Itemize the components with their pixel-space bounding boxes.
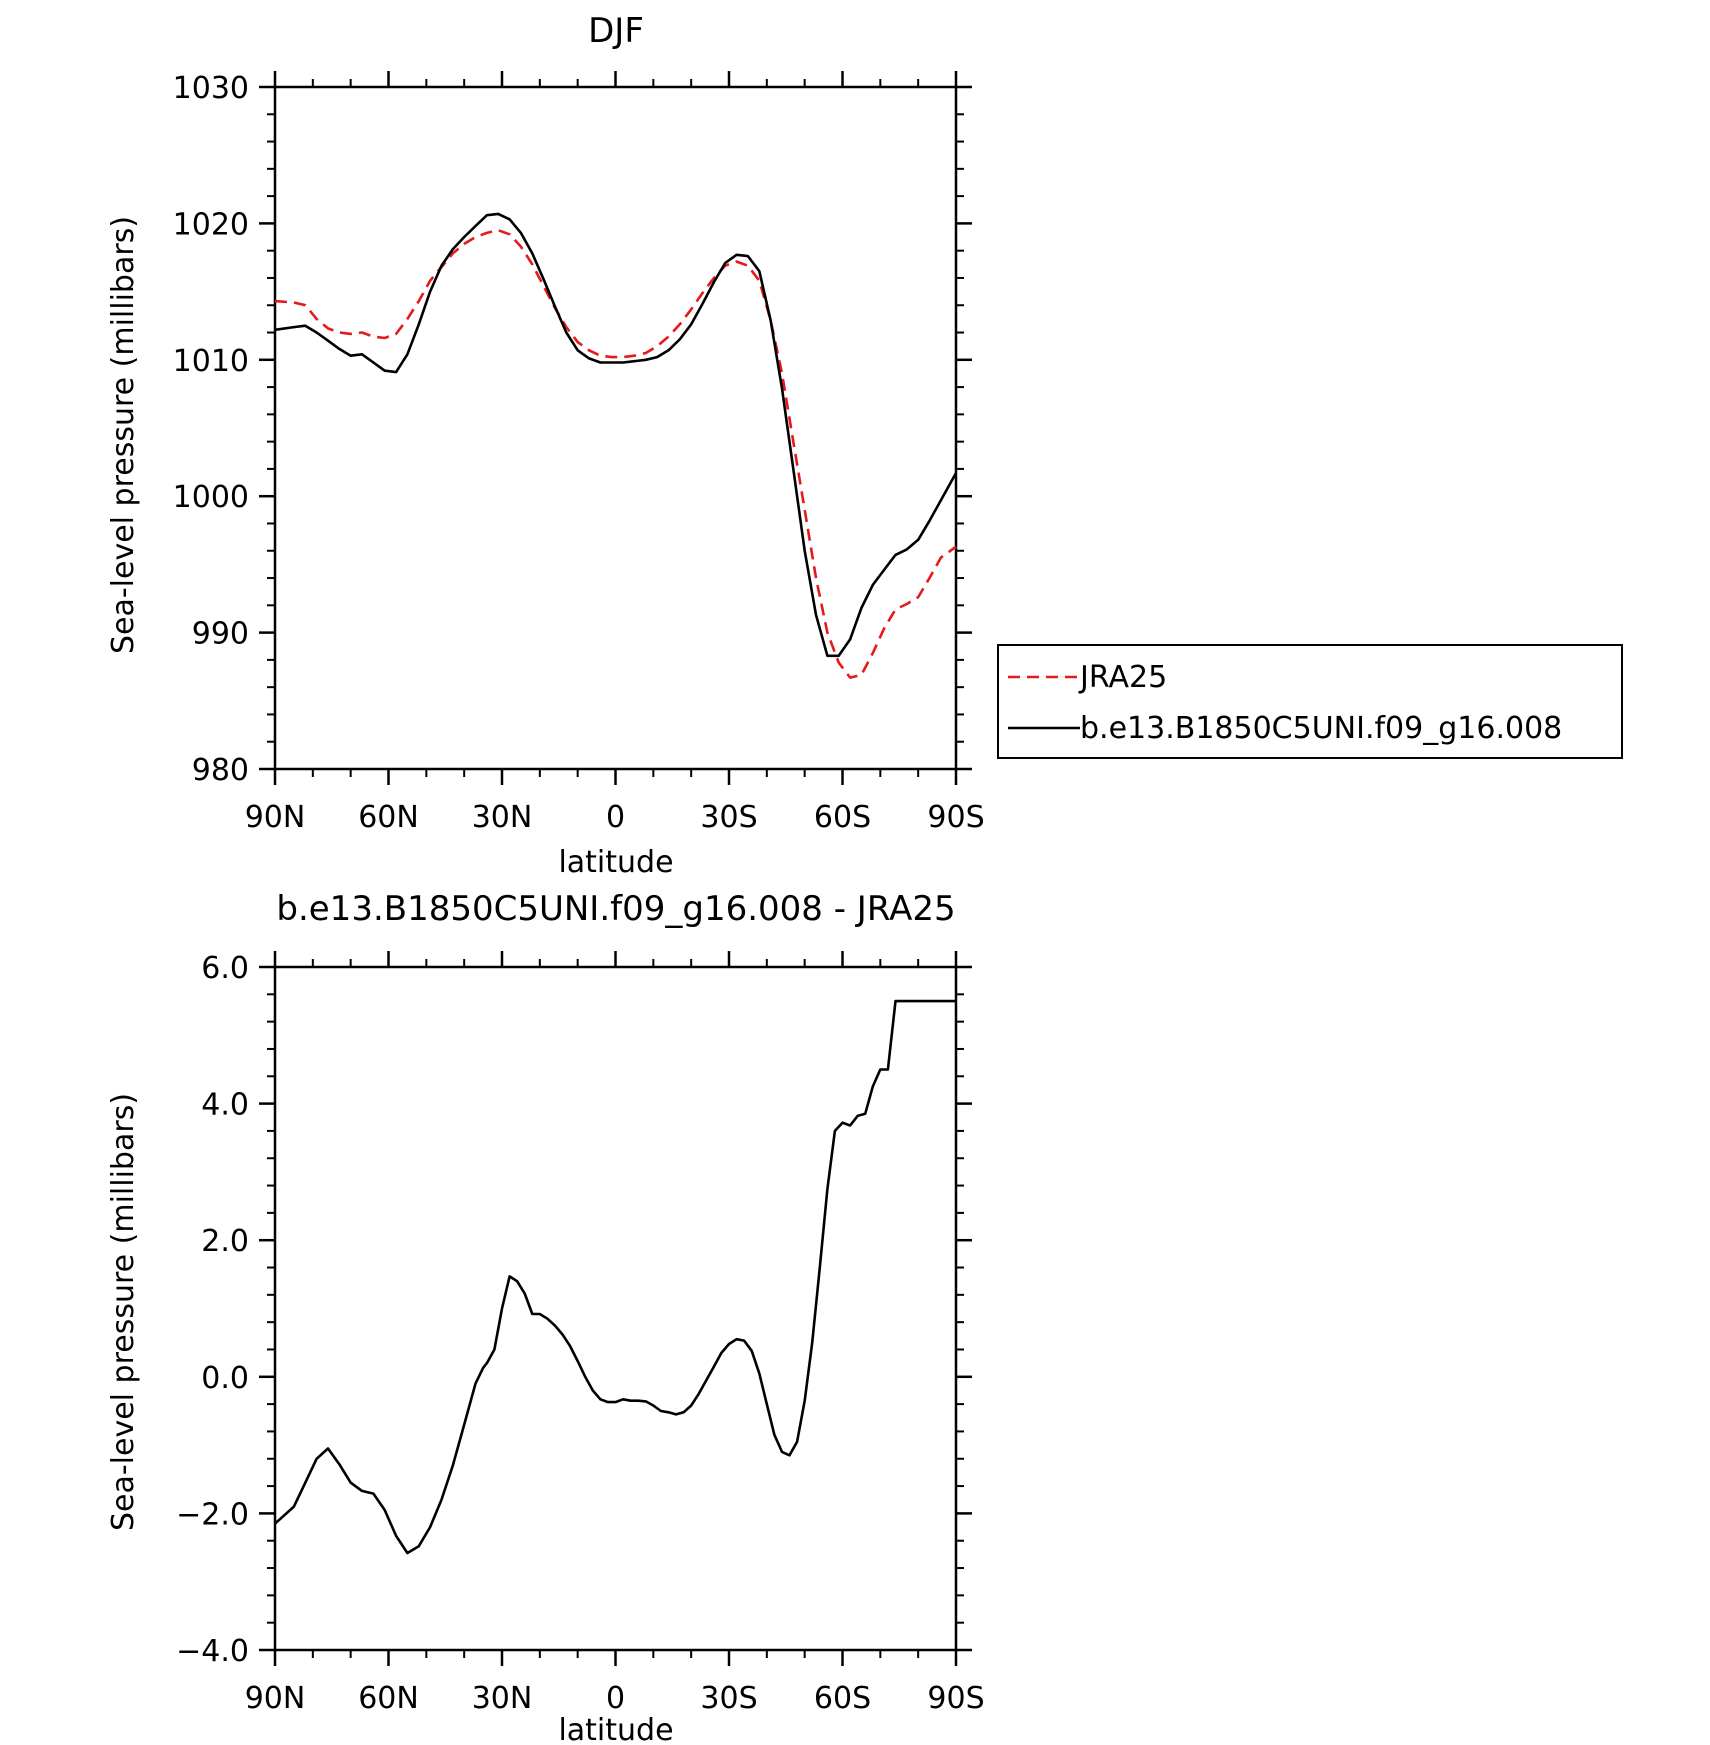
plot-area: 90N 60N 30N 0 30S 60S 90S 980 990 1000 1010 1020 103…: [173, 71, 985, 835]
plot-area: 90N 60N 30N 0 30S 60S 90S −4.0 −2.0 0.0 2.0 4.0 6.0: [176, 951, 985, 1716]
plot-frame: [273, 965, 958, 1652]
y-tick-label: 6.0: [201, 951, 249, 986]
x-tick-label: 30S: [700, 1681, 757, 1716]
y-tick-label: −4.0: [176, 1634, 249, 1669]
series-line-difference: [274, 999, 956, 1555]
legend-label-jra25: JRA25: [1078, 660, 1167, 695]
legend-label-model: b.e13.B1850C5UNI.f09_g16.008: [1080, 711, 1562, 746]
y-tick-label: 1020: [173, 207, 249, 242]
x-tick-label: 60S: [814, 1681, 871, 1716]
plot-frame: [273, 85, 958, 771]
y-tick-label: 990: [192, 617, 249, 652]
chart-title: b.e13.B1850C5UNI.f09_g16.008 - JRA25: [276, 889, 955, 929]
y-axis-label: Sea-level pressure (millibars): [106, 216, 141, 654]
y-tick-label: 980: [192, 753, 249, 788]
x-tick-label: 60N: [358, 800, 419, 835]
y-tick-label: 4.0: [201, 1088, 249, 1123]
x-tick-label: 60S: [814, 800, 871, 835]
x-axis-label: latitude: [558, 1713, 673, 1745]
legend: JRA25 b.e13.B1850C5UNI.f09_g16.008: [997, 644, 1623, 759]
x-tick-label: 90S: [927, 800, 984, 835]
y-tick-label: 2.0: [201, 1224, 249, 1259]
chart-title: DJF: [588, 11, 644, 51]
y-tick-label: 0.0: [201, 1361, 249, 1396]
y-tick-label: 1030: [173, 71, 249, 106]
y-axis-label: Sea-level pressure (millibars): [106, 1093, 141, 1531]
series-line-b-e13-b1850c5uni-f09-g16-008: [274, 212, 958, 658]
y-tick-label: 1000: [173, 480, 249, 515]
legend-box: [997, 644, 1623, 759]
x-tick-label: 90N: [245, 1681, 306, 1716]
x-tick-label: 30N: [472, 800, 533, 835]
x-tick-label: 30N: [472, 1681, 533, 1716]
x-tick-label: 90S: [927, 1681, 984, 1716]
series-line-jra25: [274, 228, 957, 679]
chart-difference: b.e13.B1850C5UNI.f09_g16.008 - JRA25 90N…: [106, 889, 985, 1745]
x-tick-label: 0: [606, 800, 625, 835]
x-tick-label: 30S: [700, 800, 757, 835]
chart-djf: DJF 90N 60N 30N 0 30S 60S 90S 980 990 1000 1010 102…: [106, 11, 1623, 880]
x-tick-label: 60N: [358, 1681, 419, 1716]
x-axis-label: latitude: [558, 845, 673, 880]
y-tick-label: −2.0: [176, 1497, 249, 1532]
x-tick-label: 90N: [245, 800, 306, 835]
y-tick-label: 1010: [173, 344, 249, 379]
x-tick-label: 0: [606, 1681, 625, 1716]
